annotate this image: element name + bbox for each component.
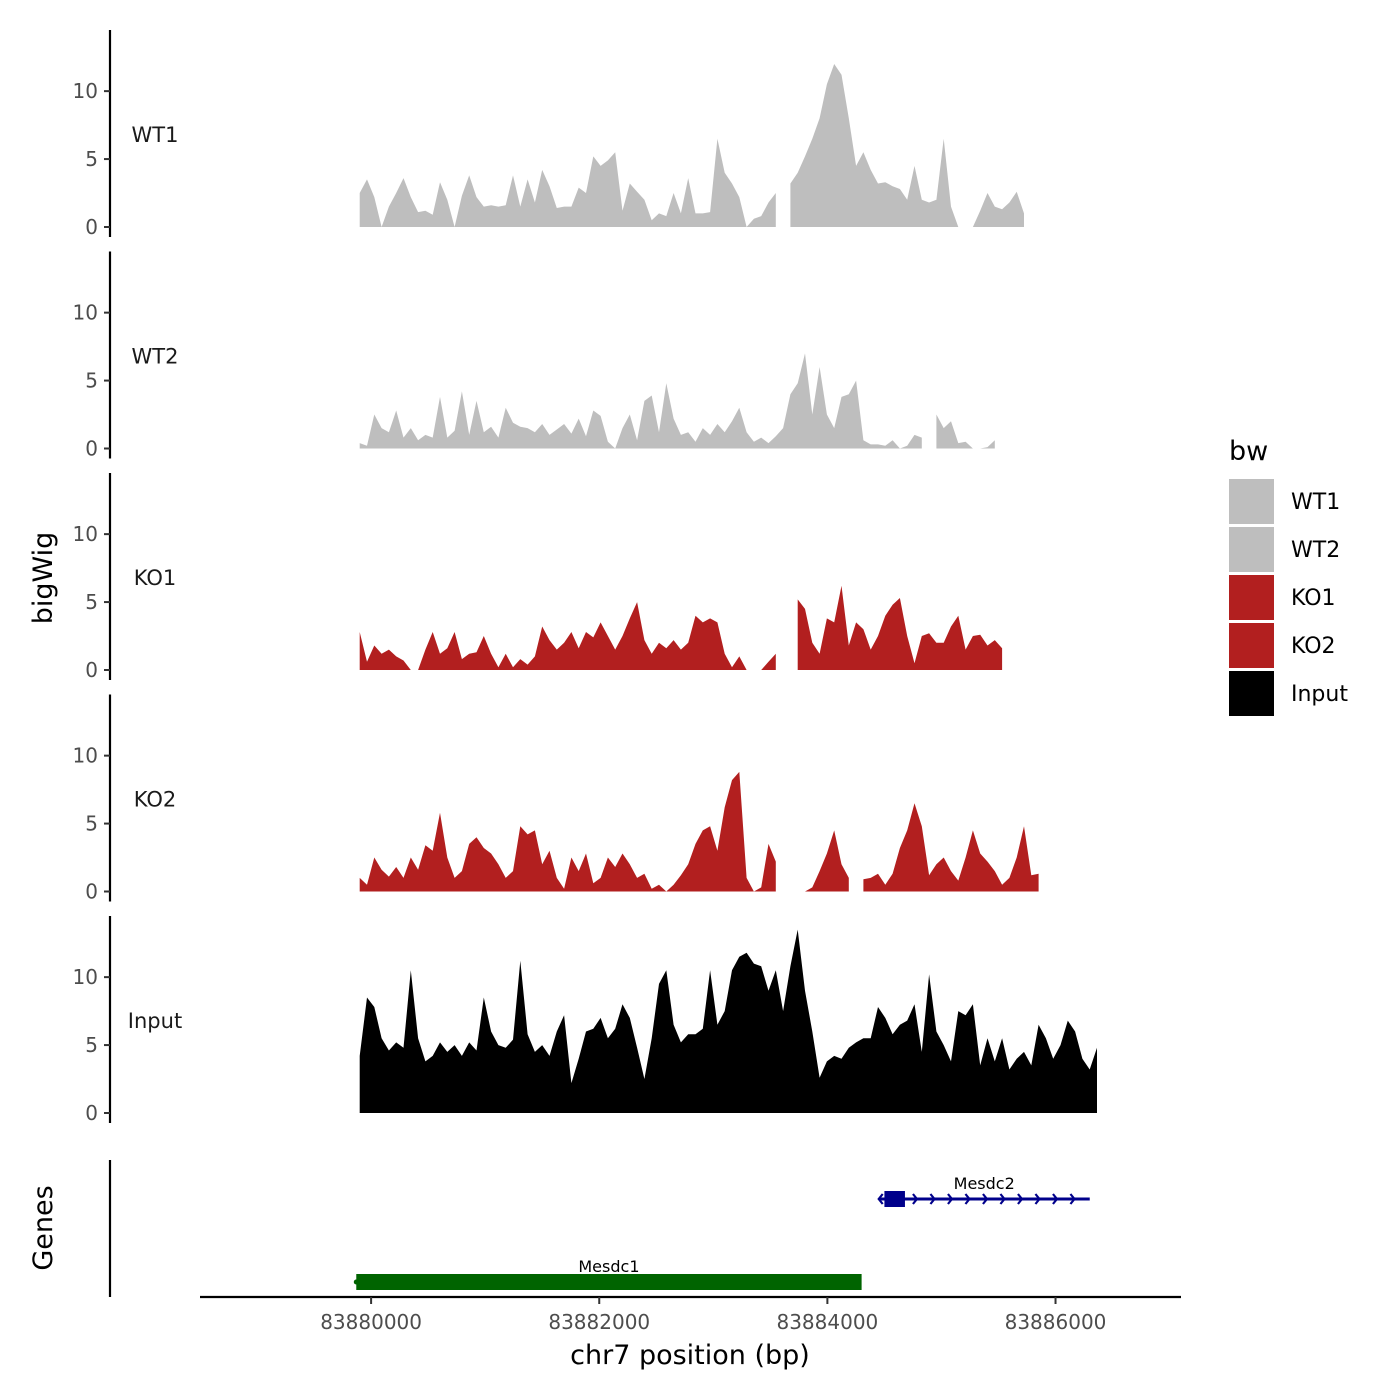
track-label: WT2 bbox=[132, 345, 179, 369]
x-tick-label: 83886000 bbox=[1005, 1310, 1107, 1334]
legend-item-ko1: KO1 bbox=[1229, 575, 1336, 620]
signal-area-ko2 bbox=[797, 830, 849, 892]
signal-area-ko1 bbox=[359, 602, 776, 670]
strand-arrow bbox=[1017, 1193, 1024, 1205]
signal-area-wt2 bbox=[359, 353, 922, 449]
y-tick-label: 5 bbox=[85, 590, 98, 614]
legend: bw WT1 WT2 KO1 KO2 Input bbox=[1229, 436, 1348, 716]
x-tick-label: 83880000 bbox=[320, 1310, 422, 1334]
signal-area-ko2 bbox=[359, 771, 776, 892]
signal-area-wt2 bbox=[936, 414, 995, 449]
y-tick-label: 0 bbox=[85, 215, 98, 239]
legend-swatch bbox=[1229, 671, 1274, 716]
signal-area-ko2 bbox=[863, 803, 1039, 892]
gene-end-marker bbox=[353, 1279, 359, 1285]
genes-axis-title: Genes bbox=[28, 1185, 59, 1270]
track-label: KO1 bbox=[134, 566, 177, 590]
strand-arrow bbox=[964, 1193, 971, 1205]
legend-label: KO1 bbox=[1291, 586, 1336, 611]
strand-arrow bbox=[1052, 1193, 1059, 1205]
y-tick-label: 5 bbox=[85, 147, 98, 171]
track-wt1: 0 5 10 WT1 bbox=[73, 30, 1024, 239]
track-label: Input bbox=[128, 1009, 182, 1033]
gene-label: Mesdc1 bbox=[578, 1257, 639, 1276]
signal-area-input bbox=[359, 929, 1097, 1113]
legend-label: WT1 bbox=[1291, 490, 1340, 515]
y-tick-label: 0 bbox=[85, 880, 98, 904]
y-tick-label: 0 bbox=[85, 658, 98, 682]
genes-panel: Mesdc1 Mesdc2 bbox=[108, 1160, 1090, 1297]
y-tick-label: 10 bbox=[73, 301, 98, 325]
y-tick-label: 5 bbox=[85, 1033, 98, 1057]
strand-arrow bbox=[912, 1193, 919, 1205]
y-tick-label: 0 bbox=[85, 437, 98, 461]
y-tick-label: 5 bbox=[85, 812, 98, 836]
track-panels: 0 5 10 WT1 0 5 10 WT2 0 5 10 KO1 0 5 10 KO2 0 5 10 Input bbox=[73, 30, 1097, 1125]
track-wt2: 0 5 10 WT2 bbox=[73, 251, 995, 461]
track-label: KO2 bbox=[134, 788, 177, 812]
y-tick-label: 10 bbox=[73, 965, 98, 989]
strand-arrow bbox=[999, 1193, 1006, 1205]
legend-item-input: Input bbox=[1229, 671, 1348, 716]
y-tick-label: 10 bbox=[73, 522, 98, 546]
signal-area-wt1 bbox=[790, 64, 1024, 227]
y-tick-label: 0 bbox=[85, 1101, 98, 1125]
legend-item-ko2: KO2 bbox=[1229, 623, 1336, 668]
x-tick-label: 83884000 bbox=[776, 1310, 878, 1334]
legend-label: WT2 bbox=[1291, 538, 1340, 563]
legend-title: bw bbox=[1229, 436, 1268, 467]
legend-swatch bbox=[1229, 479, 1274, 524]
gene-exon bbox=[884, 1191, 905, 1207]
strand-arrow bbox=[877, 1193, 884, 1205]
x-axis-title: chr7 position (bp) bbox=[570, 1340, 810, 1371]
gene-mesdc2: Mesdc2 bbox=[877, 1174, 1090, 1207]
gene-body bbox=[356, 1274, 862, 1290]
legend-item-wt2: WT2 bbox=[1229, 527, 1340, 572]
legend-swatch bbox=[1229, 623, 1274, 668]
y-tick-label: 10 bbox=[73, 744, 98, 768]
signal-area-ko1 bbox=[797, 585, 1003, 670]
legend-item-wt1: WT1 bbox=[1229, 479, 1340, 524]
y-tick-label: 5 bbox=[85, 369, 98, 393]
track-ko2: 0 5 10 KO2 bbox=[73, 694, 1039, 904]
strand-arrow bbox=[982, 1193, 989, 1205]
legend-swatch bbox=[1229, 527, 1274, 572]
x-tick-label: 83882000 bbox=[548, 1310, 650, 1334]
legend-label: KO2 bbox=[1291, 634, 1336, 659]
legend-label: Input bbox=[1291, 682, 1348, 707]
strand-arrow bbox=[1069, 1193, 1076, 1205]
strand-arrow bbox=[1034, 1193, 1041, 1205]
y-tick-label: 10 bbox=[73, 79, 98, 103]
y-axis-title: bigWig bbox=[28, 532, 59, 625]
track-input: 0 5 10 Input bbox=[73, 916, 1097, 1125]
strand-arrow bbox=[929, 1193, 936, 1205]
gene-label: Mesdc2 bbox=[954, 1174, 1015, 1193]
strand-arrow bbox=[947, 1193, 954, 1205]
track-label: WT1 bbox=[132, 123, 179, 147]
gene-mesdc1: Mesdc1 bbox=[353, 1257, 862, 1290]
signal-area-wt1 bbox=[359, 138, 776, 227]
x-axis: 83880000 83882000 83884000 83886000 bbox=[200, 1295, 1181, 1334]
track-ko1: 0 5 10 KO1 bbox=[73, 473, 1003, 682]
legend-swatch bbox=[1229, 575, 1274, 620]
